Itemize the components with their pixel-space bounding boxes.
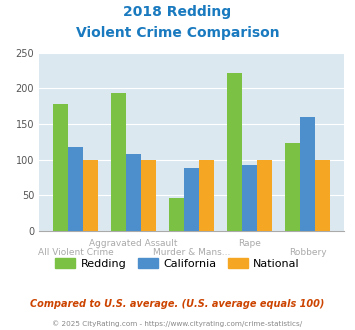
Text: Murder & Mans...: Murder & Mans... [153,248,230,257]
Bar [68,147,83,231]
Text: © 2025 CityRating.com - https://www.cityrating.com/crime-statistics/: © 2025 CityRating.com - https://www.city… [53,321,302,327]
Bar [300,117,316,231]
Bar [242,165,257,231]
Bar [184,168,199,231]
Bar [83,160,98,231]
Bar [53,104,68,231]
Bar [141,160,156,231]
Bar [111,93,126,231]
Bar [257,160,272,231]
Bar [169,198,184,231]
Bar [199,160,214,231]
Bar [126,154,141,231]
Text: Aggravated Assault: Aggravated Assault [89,239,178,248]
Bar [316,160,331,231]
Text: Robbery: Robbery [289,248,327,257]
Text: All Violent Crime: All Violent Crime [38,248,113,257]
Text: Violent Crime Comparison: Violent Crime Comparison [76,26,279,40]
Text: Compared to U.S. average. (U.S. average equals 100): Compared to U.S. average. (U.S. average … [30,299,325,309]
Text: Rape: Rape [238,239,261,248]
Text: 2018 Redding: 2018 Redding [124,5,231,19]
Legend: Redding, California, National: Redding, California, National [51,253,304,273]
Bar [285,143,300,231]
Bar [227,73,242,231]
